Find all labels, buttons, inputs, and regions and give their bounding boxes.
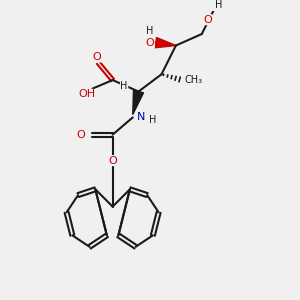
Text: H: H bbox=[149, 115, 157, 125]
Text: O: O bbox=[108, 156, 117, 166]
Text: O: O bbox=[92, 52, 101, 62]
Text: H: H bbox=[215, 0, 223, 10]
Polygon shape bbox=[155, 38, 176, 48]
Text: O: O bbox=[146, 38, 154, 48]
Text: N: N bbox=[137, 112, 146, 122]
Text: H: H bbox=[120, 81, 128, 91]
Text: O: O bbox=[203, 15, 212, 25]
Text: O: O bbox=[76, 130, 85, 140]
Polygon shape bbox=[133, 90, 143, 115]
Text: OH: OH bbox=[78, 89, 95, 99]
Text: CH₃: CH₃ bbox=[184, 75, 202, 85]
Text: H: H bbox=[146, 26, 154, 36]
